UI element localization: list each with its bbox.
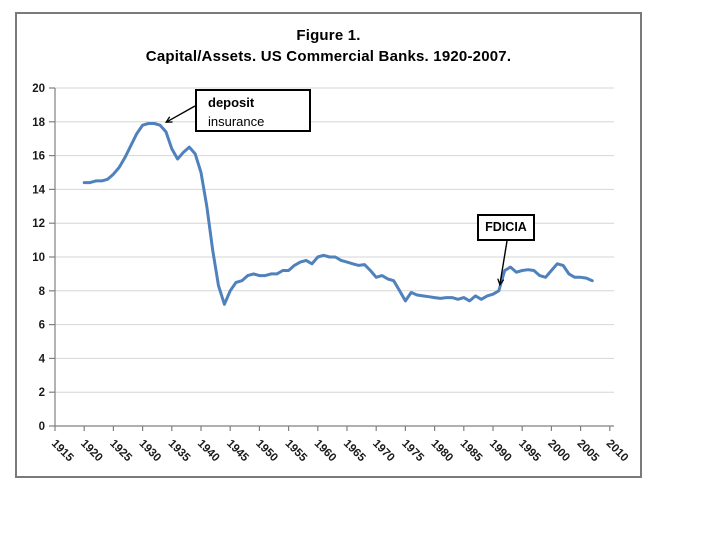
x-axis-label: 1955 bbox=[282, 438, 309, 465]
x-axis-label: 1995 bbox=[516, 438, 543, 465]
y-axis-label: 16 bbox=[32, 151, 45, 163]
deposit-insurance-label-line1: deposit bbox=[208, 95, 255, 110]
x-axis-label: 1945 bbox=[224, 438, 251, 465]
y-axis-label: 8 bbox=[39, 286, 46, 298]
chart-figure: 0 2 4 6 8 10 12 14 16 18 20 1915 1920 1925 1930 1935 194… bbox=[15, 12, 642, 478]
y-axis-label: 18 bbox=[32, 117, 45, 129]
x-axis-label: 1970 bbox=[370, 438, 397, 465]
x-axis-label: 1930 bbox=[136, 438, 163, 465]
figure-title-line1: Figure 1. bbox=[296, 27, 361, 44]
x-axis-label: 1950 bbox=[253, 438, 280, 465]
y-axis-label: 2 bbox=[39, 387, 45, 399]
x-axis-label: 2000 bbox=[545, 438, 572, 465]
annotation-arrows bbox=[166, 105, 508, 285]
x-axis-label: 1980 bbox=[428, 438, 455, 465]
x-axis-label: 2010 bbox=[604, 438, 631, 465]
y-axis-label: 6 bbox=[39, 320, 45, 332]
y-axis-label: 10 bbox=[32, 252, 45, 264]
y-axis-label: 4 bbox=[39, 353, 46, 365]
x-axis-label: 1975 bbox=[399, 438, 426, 465]
x-axis-label: 1990 bbox=[487, 438, 514, 465]
x-axis-label: 1915 bbox=[49, 438, 76, 465]
capital-assets-line bbox=[82, 122, 594, 306]
fdicia-label: FDICIA bbox=[485, 220, 527, 234]
x-axis-label: 1935 bbox=[166, 438, 193, 465]
fdicia-arrow bbox=[500, 240, 508, 285]
deposit-insurance-arrow bbox=[166, 105, 196, 122]
deposit-insurance-label-line2: insurance bbox=[208, 114, 265, 129]
deposit-insurance-annotation: deposit insurance bbox=[195, 89, 311, 132]
y-axis-label: 12 bbox=[32, 218, 45, 230]
figure-title-line2: Capital/Assets. US Commercial Banks. 192… bbox=[145, 48, 512, 65]
y-axis-label: 20 bbox=[32, 83, 45, 95]
fdicia-annotation: FDICIA bbox=[477, 214, 535, 241]
axes bbox=[49, 87, 614, 431]
x-axis-label: 2005 bbox=[574, 438, 601, 465]
y-axis-label: 0 bbox=[39, 421, 45, 433]
x-axis-label: 1920 bbox=[78, 438, 105, 465]
x-axis-label: 1940 bbox=[195, 438, 222, 465]
x-axis-label: 1925 bbox=[107, 438, 134, 465]
x-axis-label: 1965 bbox=[341, 438, 368, 465]
x-axis-label: 1960 bbox=[312, 438, 339, 465]
y-axis-label: 14 bbox=[32, 184, 45, 196]
x-axis-label: 1985 bbox=[458, 438, 485, 465]
data-series bbox=[82, 122, 594, 306]
